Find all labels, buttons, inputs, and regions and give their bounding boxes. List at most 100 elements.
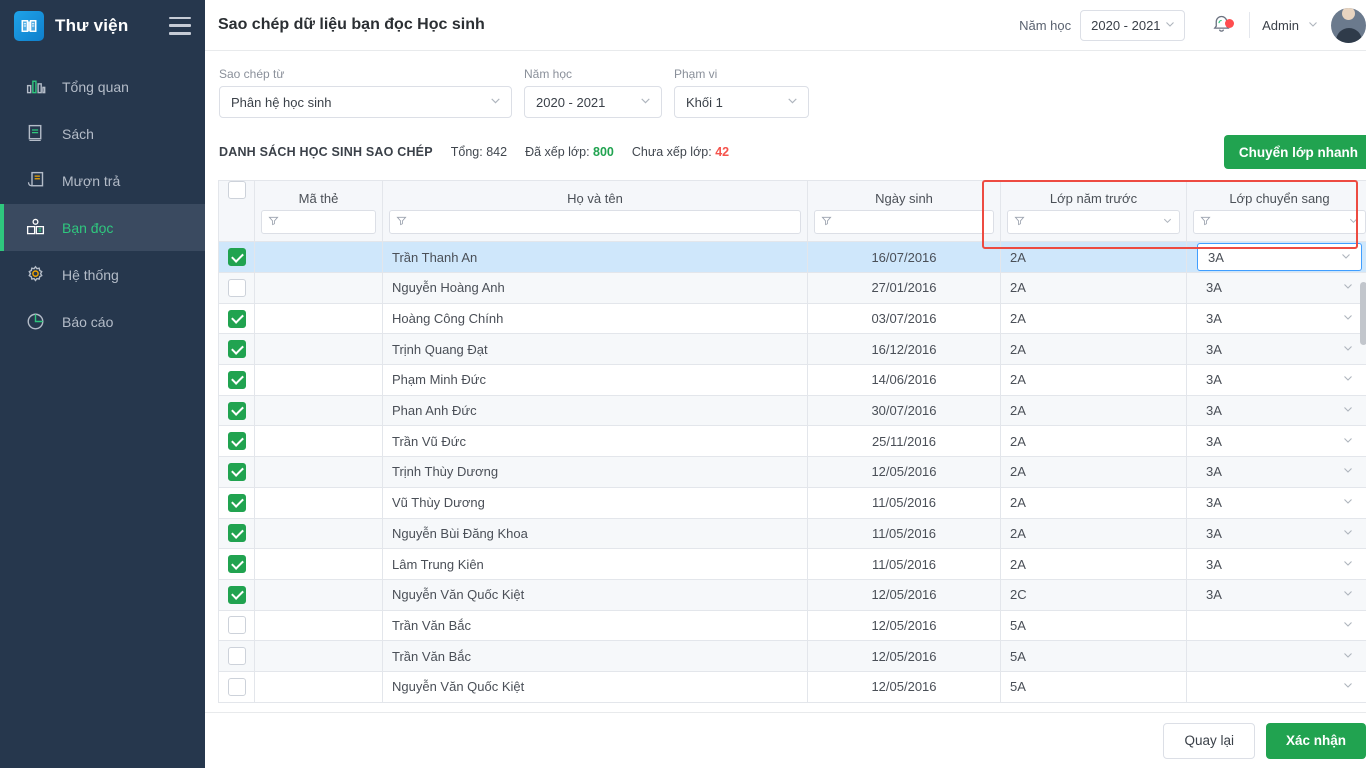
row-checkbox[interactable]	[228, 432, 246, 451]
sidebar-item-sach[interactable]: Sách	[0, 110, 205, 157]
table-row[interactable]: Nguyễn Hoàng Anh 27/01/2016 2A 3A	[218, 272, 1366, 304]
cell-lop-chuyen-sang[interactable]: 3A	[1186, 486, 1366, 519]
pie-chart-icon	[22, 309, 48, 335]
column-filter-ma-the	[255, 210, 382, 241]
table-row[interactable]: Phạm Minh Đức 14/06/2016 2A 3A	[218, 364, 1366, 396]
row-checkbox[interactable]	[228, 340, 246, 359]
row-checkbox[interactable]	[228, 677, 246, 696]
table-row[interactable]: Nguyễn Bùi Đăng Khoa 11/05/2016 2A 3A	[218, 517, 1366, 550]
class-transfer-select[interactable]	[1196, 672, 1363, 702]
cell-lop-chuyen-sang[interactable]: 3A	[1186, 241, 1366, 273]
table-row[interactable]: Lâm Trung Kiên 11/05/2016 2A 3A	[218, 548, 1366, 580]
class-transfer-select[interactable]	[1196, 641, 1363, 671]
avatar[interactable]	[1331, 7, 1366, 43]
row-checkbox[interactable]	[228, 616, 246, 635]
gear-icon	[22, 262, 48, 288]
chevron-down-icon[interactable]	[1307, 18, 1319, 33]
table-row[interactable]: Trịnh Thùy Dương 12/05/2016 2A 3A	[218, 456, 1366, 488]
row-checkbox[interactable]	[228, 370, 246, 389]
class-transfer-select[interactable]: 3A	[1196, 273, 1363, 303]
class-transfer-select[interactable]: 3A	[1196, 580, 1363, 610]
cell-lop-chuyen-sang[interactable]	[1186, 609, 1366, 642]
row-checkbox[interactable]	[228, 278, 246, 297]
cell-lop-chuyen-sang[interactable]: 3A	[1186, 517, 1366, 550]
table-row[interactable]: Trần Văn Bắc 12/05/2016 5A	[218, 640, 1366, 672]
sidebar-item-tong-quan[interactable]: Tổng quan	[0, 63, 205, 110]
row-checkbox-cell	[218, 609, 255, 642]
sidebar-item-he-thong[interactable]: Hệ thống	[0, 251, 205, 298]
select-all-checkbox[interactable]	[227, 181, 246, 199]
column-header-lop-chuyen-sang: Lớp chuyển sang	[1186, 180, 1366, 242]
cell-lop-chuyen-sang[interactable]: 3A	[1186, 456, 1366, 488]
back-button[interactable]: Quay lại	[1163, 722, 1255, 759]
cell-lop-chuyen-sang[interactable]: 3A	[1186, 302, 1366, 335]
cell-lop-chuyen-sang[interactable]: 3A	[1186, 272, 1366, 304]
filter-input-ho-va-ten[interactable]	[389, 210, 801, 234]
table-row[interactable]: Vũ Thùy Dương 11/05/2016 2A 3A	[218, 486, 1366, 519]
cell-ngay-sinh: 12/05/2016	[807, 670, 1001, 703]
row-checkbox[interactable]	[228, 462, 246, 481]
row-checkbox[interactable]	[228, 248, 246, 266]
stat-assigned-value: 800	[593, 145, 614, 159]
filter-input-ma-the[interactable]	[261, 210, 376, 234]
class-transfer-select[interactable]: 3A	[1196, 304, 1363, 334]
class-transfer-select[interactable]: 3A	[1196, 426, 1363, 456]
cell-lop-chuyen-sang[interactable]: 3A	[1186, 364, 1366, 396]
copy-from-select[interactable]: Phân hệ học sinh	[219, 86, 512, 118]
sidebar-item-muon-tra[interactable]: Mượn trả	[0, 157, 205, 204]
cell-lop-chuyen-sang[interactable]: 3A	[1186, 333, 1366, 366]
cell-lop-nam-truoc: 2A	[1000, 425, 1187, 458]
sidebar-item-bao-cao[interactable]: Báo cáo	[0, 298, 205, 345]
row-checkbox[interactable]	[228, 647, 246, 666]
filter-input-ngay-sinh[interactable]	[814, 210, 994, 234]
table-row[interactable]: Nguyễn Văn Quốc Kiệt 12/05/2016 5A	[218, 670, 1366, 703]
class-transfer-select[interactable]: 3A	[1196, 365, 1363, 395]
row-checkbox[interactable]	[228, 555, 246, 574]
table-row[interactable]: Hoàng Công Chính 03/07/2016 2A 3A	[218, 302, 1366, 335]
class-transfer-select[interactable]: 3A	[1196, 488, 1363, 518]
table-row[interactable]: Phan Anh Đức 30/07/2016 2A 3A	[218, 394, 1366, 427]
scrollbar-thumb[interactable]	[1360, 282, 1366, 345]
filter-select-lop-nam-truoc[interactable]	[1007, 210, 1180, 234]
class-transfer-value: 3A	[1206, 311, 1222, 327]
confirm-button[interactable]: Xác nhận	[1265, 722, 1366, 759]
table-row[interactable]: Trịnh Quang Đạt 16/12/2016 2A 3A	[218, 333, 1366, 366]
cell-lop-chuyen-sang[interactable]: 3A	[1186, 548, 1366, 580]
sidebar-item-ban-doc[interactable]: Bạn đọc	[0, 204, 205, 251]
chevron-down-icon	[1342, 495, 1354, 510]
hamburger-icon[interactable]	[169, 16, 191, 35]
column-label: Họ và tên	[567, 191, 623, 206]
table-vertical-scrollbar[interactable]	[1360, 251, 1366, 706]
school-year-select[interactable]: 2020 - 2021	[524, 86, 662, 118]
topbar-year-select[interactable]: 2020 - 2021	[1080, 9, 1186, 41]
class-transfer-select[interactable]: 3A	[1196, 457, 1363, 487]
scope-select[interactable]: Khối 1	[674, 86, 809, 118]
filter-select-lop-chuyen-sang[interactable]	[1193, 210, 1366, 234]
quick-class-transfer-button[interactable]: Chuyển lớp nhanh	[1223, 135, 1366, 169]
class-transfer-select[interactable]: 3A	[1196, 334, 1363, 364]
class-transfer-select[interactable]: 3A	[1197, 243, 1362, 271]
cell-lop-chuyen-sang[interactable]	[1186, 670, 1366, 703]
cell-lop-chuyen-sang[interactable]: 3A	[1186, 578, 1366, 611]
table-row[interactable]: Trần Thanh An 16/07/2016 2A 3A	[218, 241, 1366, 273]
list-title: DANH SÁCH HỌC SINH SAO CHÉP	[219, 145, 433, 159]
chevron-down-icon	[1342, 526, 1354, 541]
row-checkbox[interactable]	[228, 401, 246, 420]
class-transfer-select[interactable]: 3A	[1196, 396, 1363, 426]
table-row[interactable]: Trần Văn Bắc 12/05/2016 5A	[218, 609, 1366, 642]
notification-button[interactable]	[1199, 13, 1243, 37]
class-transfer-select[interactable]: 3A	[1196, 519, 1363, 549]
cell-lop-chuyen-sang[interactable]: 3A	[1186, 394, 1366, 427]
row-checkbox[interactable]	[228, 524, 246, 543]
cell-lop-chuyen-sang[interactable]	[1186, 640, 1366, 672]
user-name-label[interactable]: Admin	[1262, 17, 1299, 33]
topbar-divider	[1249, 12, 1251, 38]
row-checkbox[interactable]	[228, 585, 246, 604]
row-checkbox[interactable]	[228, 493, 246, 512]
cell-lop-chuyen-sang[interactable]: 3A	[1186, 425, 1366, 458]
table-row[interactable]: Nguyễn Văn Quốc Kiệt 12/05/2016 2C 3A	[218, 578, 1366, 611]
row-checkbox[interactable]	[228, 309, 246, 328]
table-row[interactable]: Trần Vũ Đức 25/11/2016 2A 3A	[218, 425, 1366, 458]
class-transfer-select[interactable]: 3A	[1196, 549, 1363, 579]
class-transfer-select[interactable]	[1196, 611, 1363, 641]
